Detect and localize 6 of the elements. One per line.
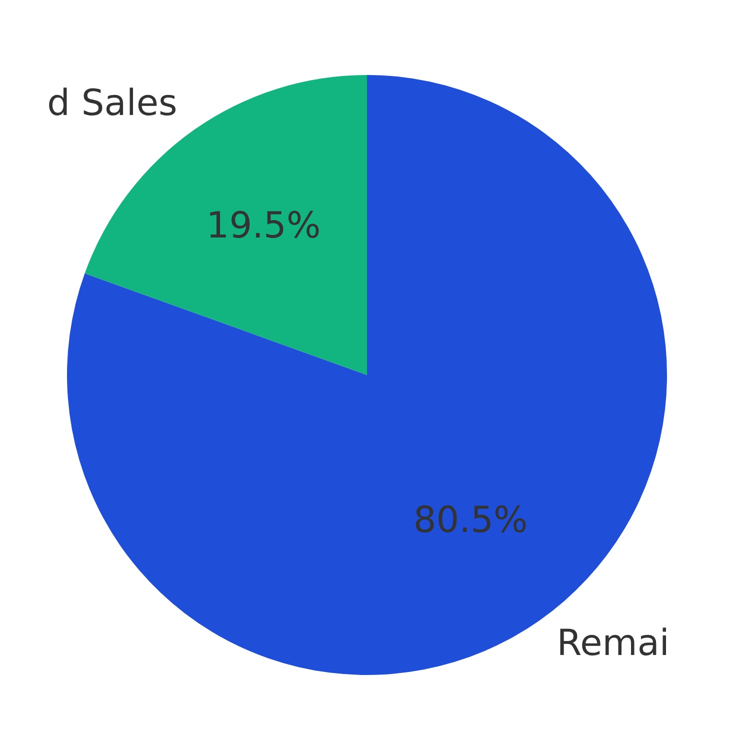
- data-label: 80.5%: [413, 500, 528, 542]
- data-label: 19.5%: [206, 206, 321, 247]
- slice-label: Remai: [556, 622, 670, 664]
- pie-slice: [84, 75, 367, 375]
- pie-slice: [67, 75, 667, 675]
- slice-label: d Sales: [47, 82, 178, 124]
